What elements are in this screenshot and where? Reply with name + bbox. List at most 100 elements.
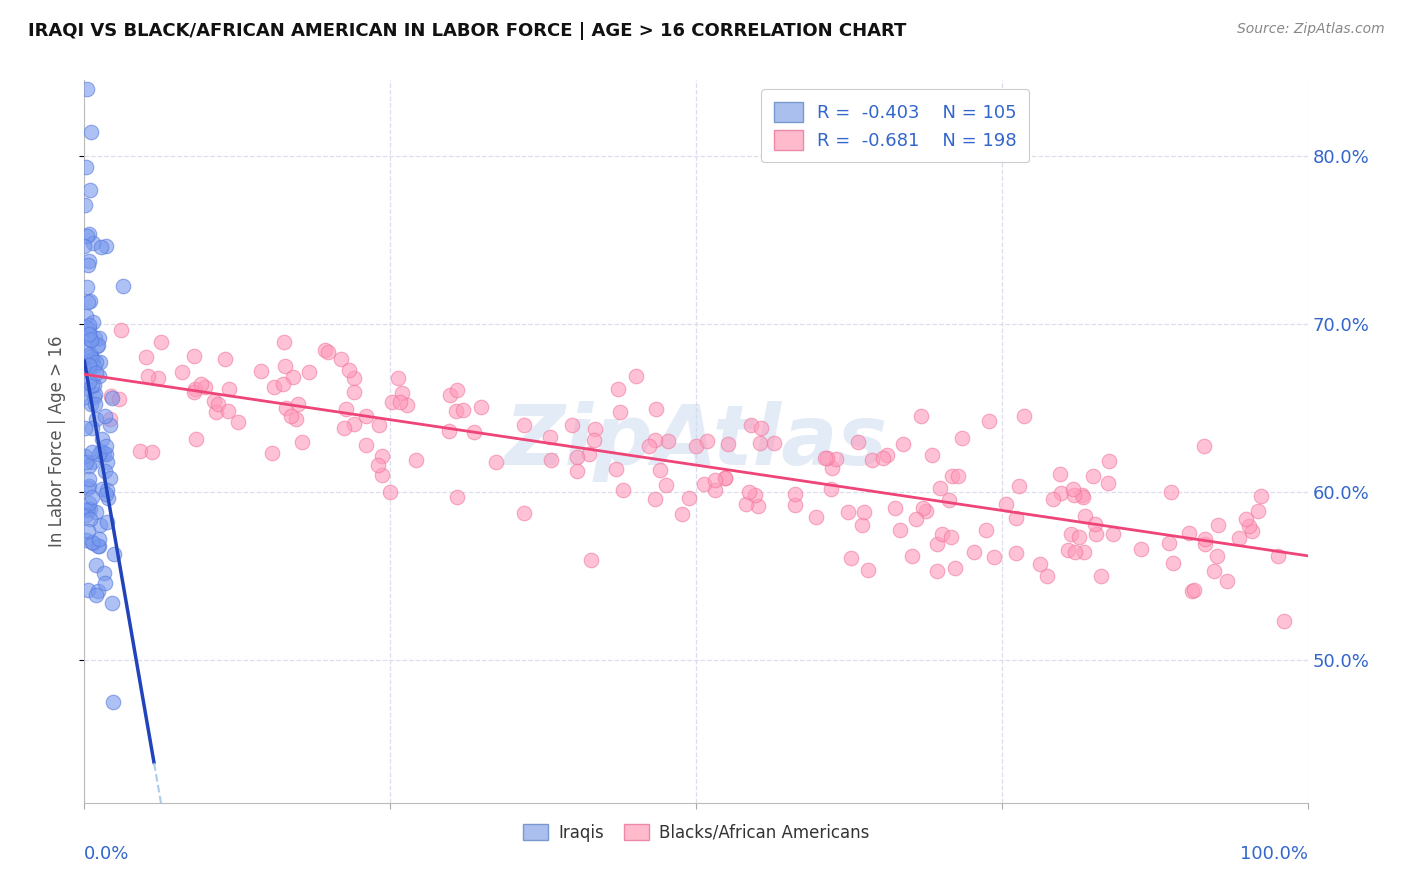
Point	[704, 473, 727, 487]
Point	[1160, 484, 1182, 499]
Point	[693, 477, 716, 491]
Point	[783, 498, 806, 512]
Point	[84, 505, 107, 519]
Point	[76, 294, 98, 309]
Point	[1073, 490, 1095, 504]
Point	[141, 444, 163, 458]
Point	[612, 483, 634, 497]
Point	[87, 331, 110, 345]
Point	[75, 309, 97, 323]
Point	[80, 125, 103, 139]
Point	[1042, 491, 1064, 506]
Point	[75, 449, 97, 463]
Point	[463, 425, 485, 439]
Point	[89, 517, 111, 532]
Point	[1161, 556, 1184, 570]
Point	[82, 235, 104, 250]
Point	[367, 458, 389, 472]
Point	[1178, 525, 1201, 540]
Point	[578, 447, 600, 461]
Point	[89, 369, 111, 384]
Point	[80, 445, 103, 459]
Point	[678, 491, 700, 505]
Point	[77, 502, 100, 516]
Point	[82, 421, 104, 435]
Point	[77, 472, 100, 486]
Point	[96, 483, 118, 497]
Point	[1181, 584, 1204, 599]
Point	[100, 412, 122, 426]
Point	[202, 393, 225, 408]
Point	[75, 533, 97, 547]
Point	[87, 539, 110, 553]
Point	[605, 462, 627, 476]
Point	[94, 576, 117, 591]
Point	[1085, 527, 1108, 541]
Point	[851, 517, 873, 532]
Legend: Iraqis, Blacks/African Americans: Iraqis, Blacks/African Americans	[516, 817, 876, 848]
Point	[974, 523, 997, 537]
Point	[79, 347, 101, 361]
Point	[1063, 488, 1085, 502]
Point	[1005, 511, 1028, 525]
Point	[76, 481, 98, 495]
Point	[94, 409, 117, 424]
Point	[249, 364, 271, 378]
Point	[624, 368, 647, 383]
Point	[685, 439, 707, 453]
Point	[77, 322, 100, 336]
Point	[79, 512, 101, 526]
Point	[1194, 537, 1216, 551]
Point	[314, 343, 336, 357]
Point	[815, 451, 838, 466]
Point	[101, 695, 124, 709]
Point	[82, 315, 104, 329]
Point	[183, 385, 205, 400]
Point	[86, 355, 108, 369]
Point	[146, 370, 169, 384]
Point	[380, 485, 402, 500]
Point	[110, 322, 132, 336]
Point	[939, 530, 962, 544]
Point	[354, 409, 377, 424]
Point	[98, 417, 121, 432]
Point	[329, 352, 352, 367]
Point	[333, 420, 356, 434]
Point	[904, 512, 927, 526]
Point	[1098, 454, 1121, 468]
Point	[190, 376, 212, 391]
Point	[76, 280, 98, 294]
Point	[1084, 516, 1107, 531]
Point	[783, 487, 806, 501]
Point	[565, 450, 588, 464]
Point	[79, 333, 101, 347]
Point	[89, 354, 111, 368]
Point	[82, 455, 104, 469]
Point	[381, 395, 404, 409]
Point	[1101, 526, 1123, 541]
Point	[439, 387, 461, 401]
Point	[73, 390, 96, 404]
Point	[387, 371, 409, 385]
Point	[354, 438, 377, 452]
Point	[900, 549, 922, 564]
Point	[79, 294, 101, 309]
Text: 100.0%: 100.0%	[1240, 845, 1308, 863]
Point	[911, 501, 934, 516]
Text: IRAQI VS BLACK/AFRICAN AMERICAN IN LABOR FORCE | AGE > 16 CORRELATION CHART: IRAQI VS BLACK/AFRICAN AMERICAN IN LABOR…	[28, 22, 907, 40]
Point	[1206, 518, 1229, 533]
Point	[83, 359, 105, 374]
Point	[1056, 542, 1078, 557]
Point	[281, 370, 304, 384]
Point	[77, 227, 100, 242]
Point	[89, 539, 111, 553]
Point	[75, 455, 97, 469]
Point	[84, 331, 107, 345]
Point	[921, 448, 943, 462]
Point	[837, 505, 859, 519]
Point	[388, 394, 411, 409]
Point	[75, 508, 97, 522]
Point	[204, 405, 226, 419]
Point	[82, 536, 104, 550]
Point	[915, 503, 938, 517]
